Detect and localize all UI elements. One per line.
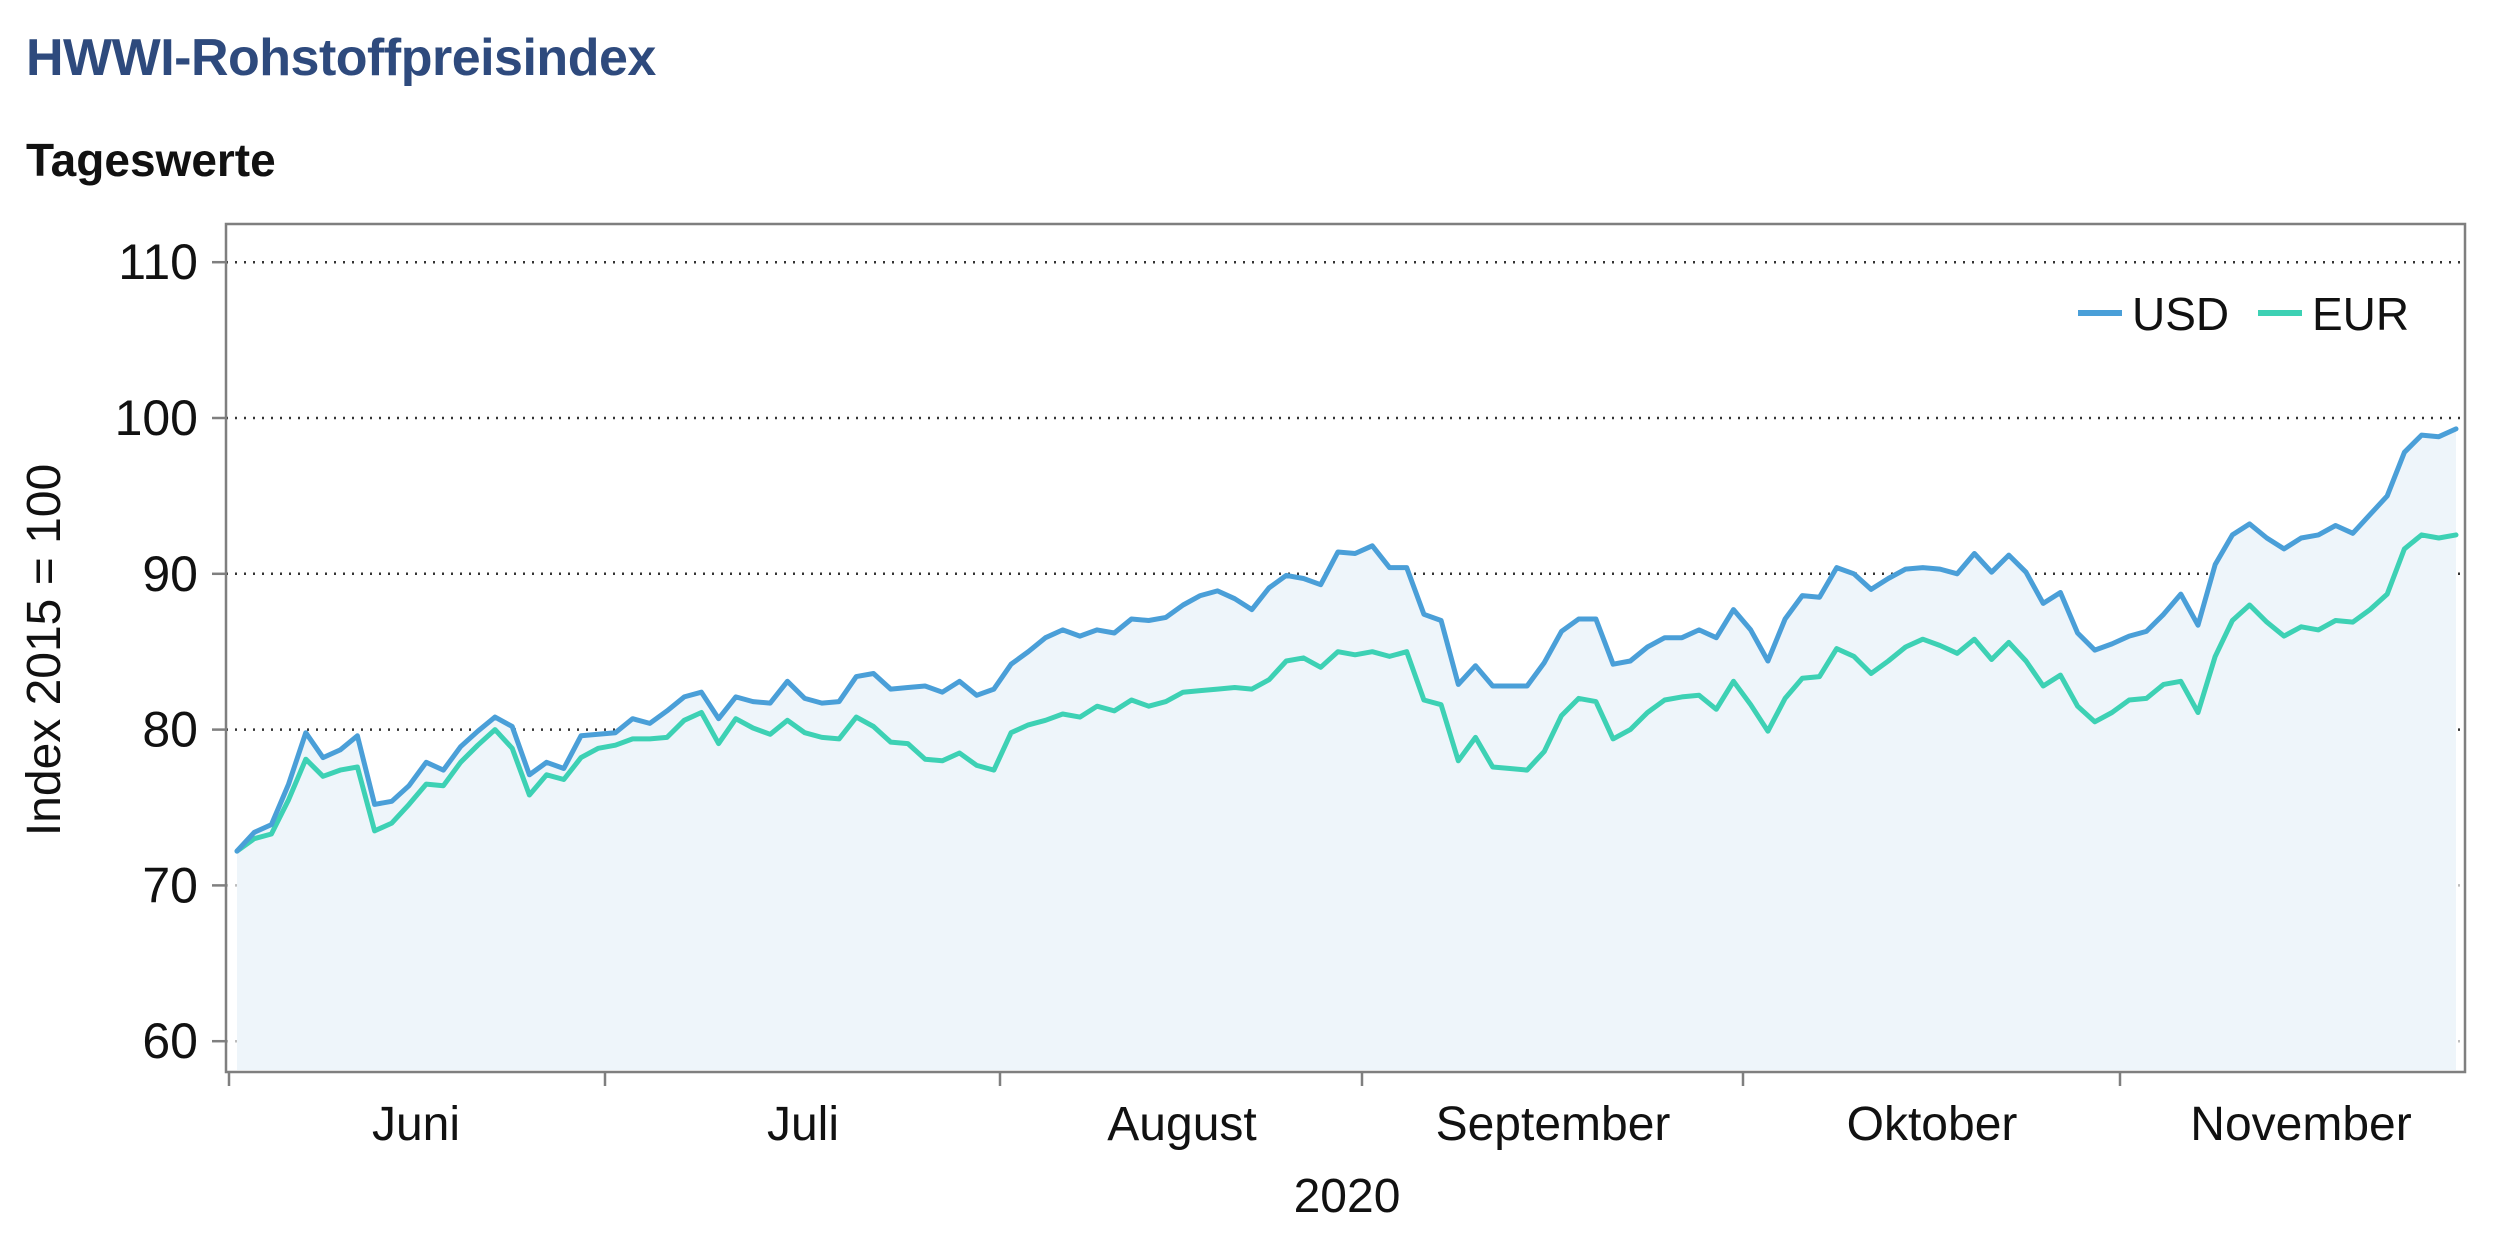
y-tick-label-100: 100 bbox=[115, 390, 198, 446]
x-tick-label-4: Oktober bbox=[1847, 1098, 2018, 1151]
x-tick-label-2: August bbox=[1107, 1098, 1256, 1151]
y-axis-label: Index 2015 = 100 bbox=[18, 464, 71, 836]
legend-label-usd: USD bbox=[2132, 288, 2229, 340]
x-axis: Juni Juli August September Oktober November bbox=[227, 1072, 2412, 1151]
y-tick-label-110: 110 bbox=[118, 234, 198, 290]
x-tick-label-0: Juni bbox=[372, 1098, 460, 1151]
series-line-eur bbox=[234, 532, 2459, 854]
y-tick-label-70: 70 bbox=[142, 857, 198, 913]
x-tick-label-3: September bbox=[1436, 1098, 1671, 1151]
chart-subtitle: Tageswerte bbox=[26, 134, 276, 186]
y-tick-label-90: 90 bbox=[142, 546, 198, 602]
y-tick-label-80: 80 bbox=[142, 702, 198, 758]
legend-label-eur: EUR bbox=[2312, 288, 2409, 340]
x-tick-label-5: November bbox=[2190, 1098, 2411, 1151]
x-tick-label-1: Juli bbox=[767, 1098, 839, 1151]
plot-frame bbox=[224, 222, 2467, 1074]
x-axis-label: 2020 bbox=[1294, 1170, 1401, 1223]
series-lines bbox=[234, 426, 2459, 854]
y-tick-label-60: 60 bbox=[142, 1013, 198, 1069]
legend: USD EUR bbox=[2078, 288, 2409, 340]
y-axis: 60 70 80 90 100 110 bbox=[115, 234, 226, 1069]
series-line-usd bbox=[234, 426, 2459, 854]
area-fill bbox=[237, 428, 2456, 1070]
chart-title: HWWI-Rohstoffpreisindex bbox=[26, 29, 656, 87]
